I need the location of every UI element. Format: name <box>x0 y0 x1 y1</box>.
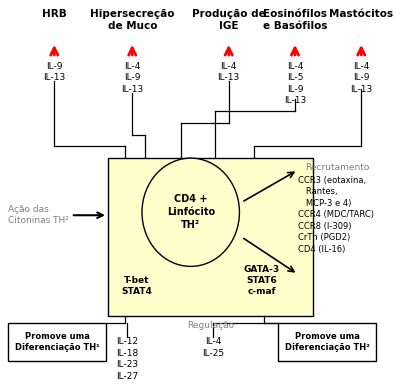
Text: Promove uma
Diferenciação TH¹: Promove uma Diferenciação TH¹ <box>15 332 100 352</box>
Text: T-bet
STAT4: T-bet STAT4 <box>122 276 152 296</box>
Text: Produção de
IGE: Produção de IGE <box>192 9 266 31</box>
Text: HRB: HRB <box>42 9 67 18</box>
Bar <box>8 323 106 361</box>
Text: Eosinófilos
e Basófilos: Eosinófilos e Basófilos <box>263 9 327 31</box>
Text: IL-12
IL-18
IL-23
IL-27: IL-12 IL-18 IL-23 IL-27 <box>116 337 138 381</box>
Text: IL-4
IL-25: IL-4 IL-25 <box>202 337 224 358</box>
Text: IL-4
IL-13: IL-4 IL-13 <box>218 62 240 82</box>
Text: IL-9
IL-13: IL-9 IL-13 <box>43 62 66 82</box>
Text: IL-4
IL-9
IL-13: IL-4 IL-9 IL-13 <box>121 62 143 94</box>
Text: GATA-3
STAT6
c-maf: GATA-3 STAT6 c-maf <box>244 265 280 296</box>
Text: Mastócitos: Mastócitos <box>329 9 393 18</box>
Text: IL-4
IL-9
IL-13: IL-4 IL-9 IL-13 <box>350 62 372 94</box>
Text: Ação das
Citoninas TH²: Ação das Citoninas TH² <box>8 205 69 225</box>
Text: CCR3 (eotaxina,
   Rantes,
   MCP-3 e 4)
CCR4 (MDC/TARC)
CCR8 (I-309)
CrTh (PGD2: CCR3 (eotaxina, Rantes, MCP-3 e 4) CCR4 … <box>298 176 374 254</box>
Text: Hipersecreção
de Muco: Hipersecreção de Muco <box>90 9 174 31</box>
Text: IL-4
IL-5
IL-9
IL-13: IL-4 IL-5 IL-9 IL-13 <box>284 62 306 105</box>
Text: Recrutamento: Recrutamento <box>305 163 369 172</box>
Text: Regulação: Regulação <box>187 321 234 330</box>
Text: Promove uma
Diferenciação TH²: Promove uma Diferenciação TH² <box>285 332 370 352</box>
Ellipse shape <box>142 158 240 267</box>
Bar <box>108 158 312 316</box>
Text: CD4 +
Linfócito
TH²: CD4 + Linfócito TH² <box>167 194 215 230</box>
Bar <box>278 323 376 361</box>
